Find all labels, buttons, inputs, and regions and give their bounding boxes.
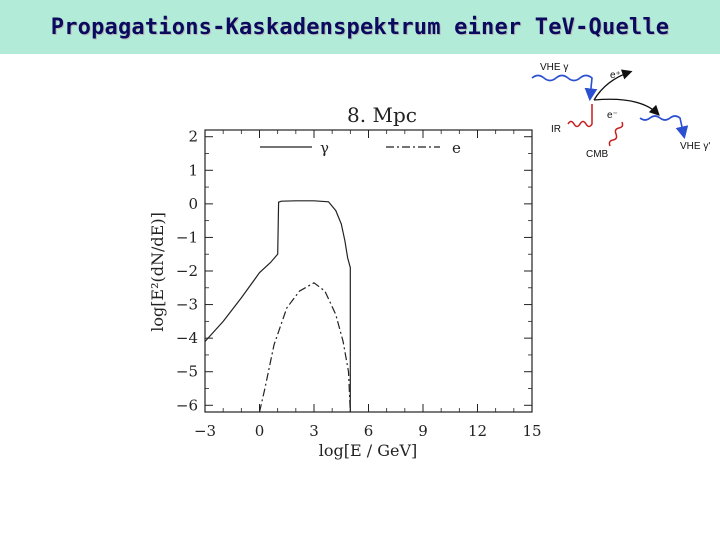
electron-track	[593, 98, 660, 116]
series-line-electron	[258, 282, 351, 413]
y-axis-label: log[E²(dN/dE)]	[148, 212, 167, 332]
x-tick-label: −3	[194, 422, 216, 440]
y-tick-label: −3	[176, 296, 198, 314]
x-tick-label: 0	[255, 422, 265, 440]
y-tick-label: −2	[176, 262, 198, 280]
y-tick-label: 2	[188, 128, 198, 146]
diagram-label-e-minus: e⁻	[607, 110, 618, 121]
legend: γ e	[260, 139, 461, 157]
x-tick-label: 9	[418, 422, 428, 440]
title-bar: Propagations-Kaskadenspektrum einer TeV-…	[0, 0, 720, 54]
plot-frame	[204, 129, 533, 413]
legend-gamma-label: γ	[320, 139, 329, 157]
diagram-label-cmb: CMB	[586, 149, 609, 160]
cascade-diagram: VHE γ e⁺ e⁻ IR CMB VHE γ'	[531, 62, 710, 160]
y-tick-label: 0	[188, 195, 198, 213]
axis-ticks	[204, 130, 533, 412]
chart-title: 8. Mpc	[347, 103, 417, 127]
diagram-label-vhe-in: VHE γ	[540, 62, 568, 73]
ir-photon-wave	[567, 104, 593, 128]
diagram-label-ir: IR	[551, 124, 561, 135]
x-tick-label: 6	[364, 422, 374, 440]
x-tick-label: 3	[309, 422, 319, 440]
y-tick-label: 1	[188, 161, 198, 179]
y-tick-label: −5	[176, 363, 198, 381]
y-tick-label: −6	[176, 396, 198, 414]
slide-title: Propagations-Kaskadenspektrum einer TeV-…	[50, 14, 670, 40]
positron-track	[593, 69, 633, 101]
axis-tick-labels: −3 0 3 6 9 12 15 2 1 0 −1 −2 −3 −4 −5 −6	[176, 128, 542, 440]
x-tick-label: 15	[522, 422, 541, 440]
x-axis-label: log[E / GeV]	[319, 441, 418, 460]
series-lines	[204, 200, 351, 413]
cmb-photon-wave	[608, 121, 624, 147]
series-line-gamma	[204, 200, 351, 412]
incoming-photon-wave	[531, 74, 598, 102]
diagram-label-vhe-out: VHE γ'	[680, 141, 710, 152]
x-tick-label: 12	[468, 422, 487, 440]
y-tick-label: −4	[176, 329, 198, 347]
diagram-label-e-plus: e⁺	[610, 70, 621, 81]
y-tick-label: −1	[176, 228, 198, 246]
outgoing-photon-wave	[639, 115, 689, 140]
legend-electron-label: e	[452, 139, 461, 157]
